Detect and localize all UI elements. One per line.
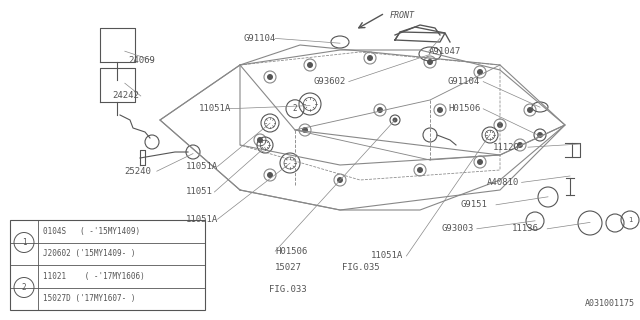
Circle shape [537, 132, 543, 138]
Circle shape [427, 59, 433, 65]
Circle shape [302, 127, 308, 133]
Text: 11120: 11120 [493, 143, 520, 152]
Text: A031001175: A031001175 [585, 299, 635, 308]
Text: 11051A: 11051A [198, 104, 230, 113]
Circle shape [307, 62, 313, 68]
Text: G93003: G93003 [442, 224, 474, 233]
Text: J20602 ('15MY1409- ): J20602 ('15MY1409- ) [43, 249, 136, 258]
Text: 24242: 24242 [112, 92, 139, 100]
Text: A40810: A40810 [486, 178, 518, 187]
Circle shape [392, 117, 397, 123]
Text: 25240: 25240 [125, 167, 152, 176]
Text: 1: 1 [22, 238, 26, 247]
Circle shape [377, 107, 383, 113]
Circle shape [417, 167, 423, 173]
Text: G91104: G91104 [243, 34, 275, 43]
Text: 11051A: 11051A [186, 162, 218, 171]
Circle shape [337, 177, 343, 183]
Circle shape [527, 107, 533, 113]
Text: 1: 1 [628, 217, 632, 223]
Text: FRONT: FRONT [390, 11, 415, 20]
Text: H01506: H01506 [448, 104, 480, 113]
Text: 11051: 11051 [186, 188, 212, 196]
Circle shape [390, 115, 400, 125]
Text: 0104S   ( -'15MY1409): 0104S ( -'15MY1409) [43, 227, 140, 236]
Text: 2: 2 [22, 283, 26, 292]
Text: 11136: 11136 [512, 224, 539, 233]
Text: FIG.035: FIG.035 [342, 263, 380, 272]
Text: 15027: 15027 [275, 263, 302, 272]
Circle shape [267, 172, 273, 178]
Text: 2: 2 [292, 104, 298, 113]
Text: 15027D ('17MY1607- ): 15027D ('17MY1607- ) [43, 294, 136, 303]
Circle shape [534, 129, 546, 141]
Text: H01506: H01506 [275, 247, 307, 256]
Circle shape [267, 74, 273, 80]
Text: G91104: G91104 [448, 77, 480, 86]
Circle shape [477, 159, 483, 165]
Circle shape [437, 107, 443, 113]
Polygon shape [395, 32, 445, 42]
Text: A91047: A91047 [429, 47, 461, 56]
Text: G9151: G9151 [461, 200, 488, 209]
Text: 11051A: 11051A [371, 252, 403, 260]
Bar [10, 220, 205, 310]
Circle shape [477, 69, 483, 75]
Text: 11021    ( -'17MY1606): 11021 ( -'17MY1606) [43, 272, 145, 281]
Circle shape [367, 55, 373, 61]
Circle shape [517, 142, 523, 148]
Text: 11051A: 11051A [186, 215, 218, 224]
Circle shape [497, 122, 503, 128]
Text: 24069: 24069 [128, 56, 155, 65]
Text: FIG.033: FIG.033 [269, 285, 307, 294]
Circle shape [257, 137, 263, 143]
Text: G93602: G93602 [314, 77, 346, 86]
